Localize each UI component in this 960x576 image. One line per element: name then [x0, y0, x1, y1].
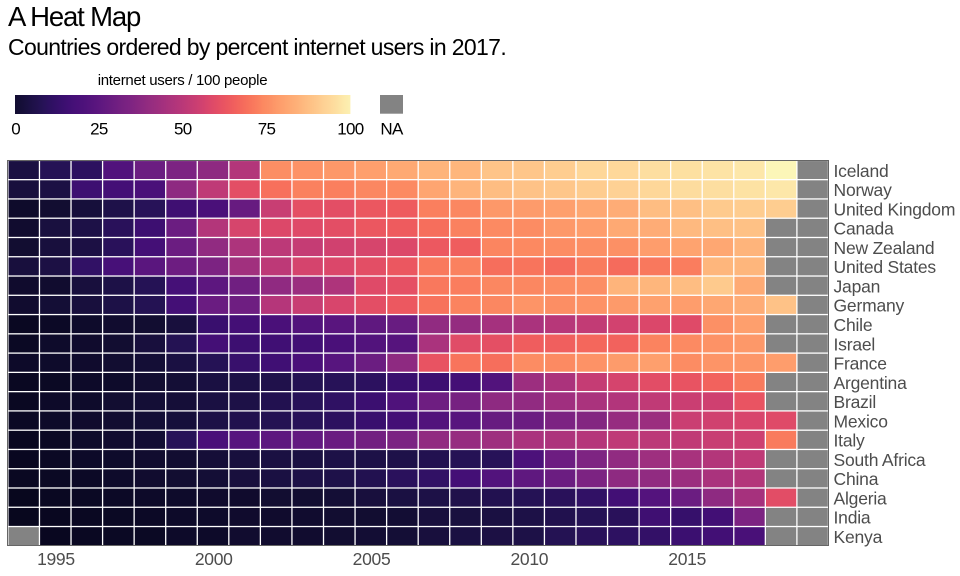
svg-text:Kenya: Kenya	[834, 527, 883, 547]
svg-text:India: India	[834, 508, 871, 528]
svg-text:Algeria: Algeria	[834, 488, 888, 508]
svg-text:50: 50	[174, 119, 192, 138]
svg-text:Italy: Italy	[834, 431, 866, 451]
svg-text:0: 0	[11, 119, 20, 138]
svg-text:2000: 2000	[195, 549, 233, 569]
svg-text:100: 100	[337, 119, 364, 138]
svg-text:Chile: Chile	[834, 315, 873, 335]
svg-text:Brazil: Brazil	[834, 392, 877, 412]
svg-text:1995: 1995	[37, 549, 75, 569]
svg-text:Countries ordered by percent i: Countries ordered by percent internet us…	[8, 34, 506, 60]
svg-text:United Kingdom: United Kingdom	[834, 199, 956, 219]
svg-text:NA: NA	[380, 119, 404, 138]
svg-text:Israel: Israel	[834, 334, 876, 354]
svg-text:2010: 2010	[510, 549, 548, 569]
svg-text:A Heat Map: A Heat Map	[8, 1, 141, 32]
svg-text:Norway: Norway	[834, 180, 893, 200]
svg-text:75: 75	[258, 119, 276, 138]
svg-text:China: China	[834, 469, 879, 489]
svg-text:United States: United States	[834, 257, 937, 277]
svg-text:internet users / 100 people: internet users / 100 people	[98, 72, 268, 89]
svg-text:2015: 2015	[668, 549, 706, 569]
svg-text:Japan: Japan	[834, 276, 881, 296]
svg-text:South Africa: South Africa	[834, 450, 926, 470]
svg-text:Argentina: Argentina	[834, 373, 908, 393]
svg-text:Canada: Canada	[834, 219, 895, 239]
svg-text:2005: 2005	[353, 549, 391, 569]
svg-text:New Zealand: New Zealand	[834, 238, 935, 258]
svg-text:Mexico: Mexico	[834, 411, 888, 431]
svg-text:Germany: Germany	[834, 296, 905, 316]
svg-text:Iceland: Iceland	[834, 161, 889, 181]
svg-text:25: 25	[90, 119, 108, 138]
svg-text:France: France	[834, 354, 887, 374]
